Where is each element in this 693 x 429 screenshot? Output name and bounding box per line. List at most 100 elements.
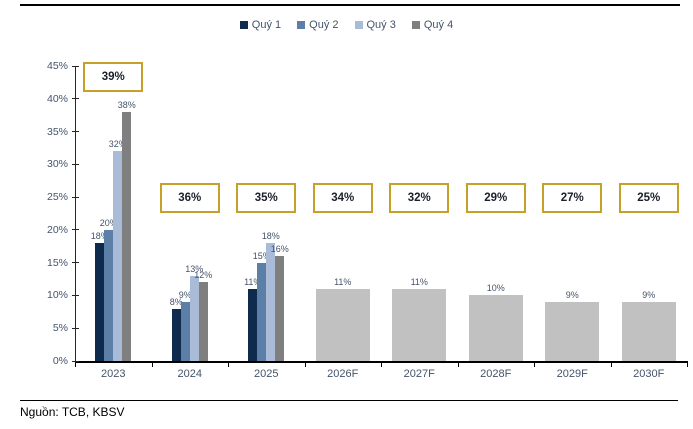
footer-divider — [20, 400, 678, 401]
annotation-box-2029F: 27% — [542, 183, 603, 213]
legend-label: Quý 1 — [251, 19, 282, 31]
legend-item-quy-1: Quý 1 — [239, 19, 282, 31]
x-label-2024: 2024 — [177, 368, 202, 380]
y-tick-25% — [72, 196, 79, 198]
bar-group-2025: 11% 15% 18% 16% 35% 2025 — [228, 66, 305, 380]
annotation-box-2027F: 32% — [389, 183, 450, 213]
x-axis-line — [75, 361, 688, 363]
x-label-2029F: 2029F — [556, 368, 588, 380]
bar-value-label: 9% — [565, 290, 579, 300]
annotation-label: 29% — [484, 192, 508, 204]
y-tick-label-25%: 25% — [46, 191, 68, 204]
bar-2024-Quý 1: 8% — [170, 297, 183, 361]
legend-item-quy-3: Quý 3 — [354, 19, 396, 31]
annotation-box-2025: 35% — [236, 183, 297, 213]
bar-value-label: 13% — [185, 263, 204, 274]
x-label-2027F: 2027F — [403, 368, 435, 380]
bar-2024-Quý 2: 9% — [179, 290, 192, 361]
legend-label: Quý 3 — [366, 19, 396, 31]
bar-2027F-forecast: 11% — [392, 277, 447, 361]
legend-item-quy-2: Quý 2 — [297, 19, 339, 31]
bars-2030F: 9% — [611, 66, 688, 361]
x-label-2026F: 2026F — [327, 368, 359, 380]
bar-group-2026F: 11% 34% 2026F — [305, 66, 382, 380]
annotation-label: 32% — [407, 192, 431, 204]
bar-value-label: 16% — [270, 244, 289, 255]
bar-value-label: 18% — [261, 231, 280, 241]
legend-marker-quy-2 — [297, 21, 306, 29]
bar-2023-Quý 4: 38% — [118, 100, 136, 361]
annotation-box-2026F: 34% — [312, 183, 373, 213]
y-tick-0% — [72, 360, 79, 362]
y-tick-35% — [72, 131, 79, 133]
y-axis-line — [75, 66, 76, 361]
bars-2026F: 11% — [305, 66, 382, 361]
legend-item-quy-4: Quý 4 — [411, 19, 454, 31]
bar-2024-Quý 4: 12% — [194, 270, 212, 361]
bars-2027F: 11% — [381, 66, 458, 361]
bar-2025-Quý 4: 16% — [271, 244, 289, 361]
bar-value-label: 11% — [244, 276, 262, 287]
source-note: Nguồn: TCB, KBSV — [20, 405, 125, 419]
legend-label: Quý 4 — [423, 19, 454, 31]
bar-value-label: 18% — [90, 231, 109, 241]
bar-value-label: 38% — [117, 99, 136, 110]
legend: Quý 1 Quý 2 Quý 3 Quý 4 — [0, 19, 693, 31]
bar-value-label: 11% — [410, 276, 428, 287]
x-label-2023: 2023 — [101, 368, 126, 380]
x-tick-0 — [75, 363, 76, 367]
bar-2025-Quý 1: 11% — [244, 277, 261, 361]
y-tick-15% — [72, 262, 79, 264]
y-tick-label-0%: 0% — [52, 355, 68, 367]
legend-label: Quý 2 — [309, 19, 339, 31]
legend-marker-quy-3 — [354, 21, 363, 29]
bar-group-2024: 8% 9% 13% 12% 36% 2024 — [152, 66, 229, 380]
bar-2029F-forecast: 9% — [545, 290, 600, 361]
bar-value-label: 15% — [252, 250, 271, 261]
y-tick-20% — [72, 229, 79, 231]
y-tick-label-30%: 30% — [46, 158, 68, 171]
y-tick-label-5%: 5% — [52, 322, 68, 335]
legend-marker-quy-1 — [239, 21, 248, 29]
bar-value-label: 20% — [99, 217, 118, 228]
annotation-label: 36% — [178, 192, 202, 204]
annotation-box-2028F: 29% — [465, 183, 526, 213]
legend-marker-quy-4 — [411, 21, 420, 29]
x-tick-4 — [381, 363, 382, 367]
bar-2023-Quý 2: 20% — [100, 218, 118, 361]
x-tick-7 — [610, 363, 612, 367]
bar-2026F-forecast: 11% — [315, 277, 370, 361]
bar-group-2029F: 9% 27% 2029F — [534, 66, 611, 380]
annotation-label: 25% — [637, 192, 661, 204]
annotation-label: 39% — [101, 71, 125, 83]
annotation-box-2023: 39% — [83, 62, 144, 92]
annotation-label: 34% — [331, 192, 355, 204]
y-tick-label-10%: 10% — [46, 289, 68, 302]
bar-2023-Quý 3: 32% — [109, 139, 127, 361]
bars-2029F: 9% — [534, 66, 611, 361]
y-tick-45% — [72, 65, 79, 67]
bar-2025-Quý 2: 15% — [253, 251, 271, 361]
bar-value-label: 11% — [334, 276, 352, 287]
x-tick-1 — [151, 363, 153, 367]
x-tick-2 — [228, 363, 229, 367]
bar-group-2027F: 11% 32% 2027F — [381, 66, 458, 380]
plot-area: 18% 20% 32% 38% 39% 2023 8% 9% 13% 12% 36% 2024 11% 1… — [75, 62, 688, 380]
y-tick-40% — [72, 98, 79, 100]
bar-value-label: 9% — [178, 290, 192, 300]
bar-value-label: 10% — [486, 283, 505, 294]
bars-2024: 8% 9% 13% 12% — [152, 66, 229, 361]
y-tick-30% — [72, 163, 79, 165]
bars-2028F: 10% — [458, 66, 535, 361]
annotation-box-2030F: 25% — [618, 183, 679, 213]
x-tick-8 — [687, 363, 688, 367]
x-label-2030F: 2030F — [633, 368, 665, 380]
bar-value-label: 8% — [169, 296, 183, 307]
bar-value-label: 12% — [194, 270, 213, 281]
bar-value-label: 32% — [108, 139, 127, 150]
bar-group-2028F: 10% 29% 2028F — [458, 66, 535, 380]
x-tick-3 — [304, 363, 306, 367]
annotation-label: 27% — [560, 192, 584, 204]
bar-value-label: 9% — [642, 290, 656, 300]
